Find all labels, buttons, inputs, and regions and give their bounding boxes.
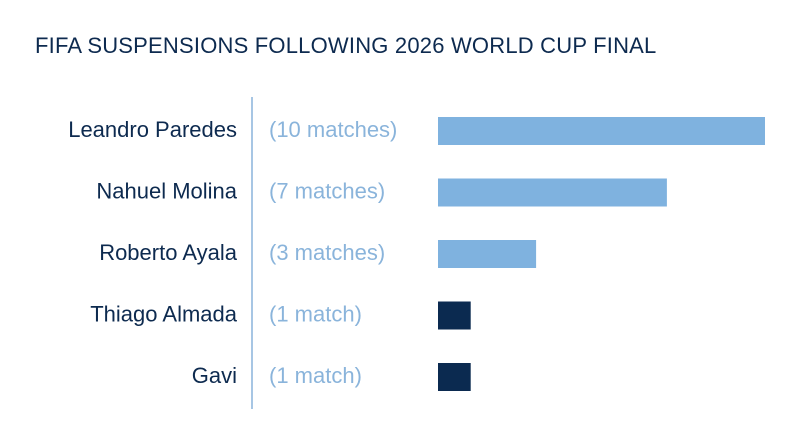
value-label: (7 matches): [269, 178, 385, 203]
category-label: Leandro Paredes: [68, 117, 237, 142]
value-label: (1 match): [269, 301, 362, 326]
bar: [438, 363, 471, 391]
category-label: Roberto Ayala: [99, 240, 238, 265]
bar: [438, 240, 537, 268]
category-label: Nahuel Molina: [96, 178, 237, 203]
value-label: (1 match): [269, 363, 362, 388]
category-label: Gavi: [192, 363, 237, 388]
bar: [438, 178, 667, 207]
bar: [438, 301, 471, 330]
category-label: Thiago Almada: [90, 301, 238, 326]
value-label: (3 matches): [269, 240, 385, 265]
value-label: (10 matches): [269, 117, 397, 142]
bar: [438, 117, 765, 145]
chart-title: FIFA SUSPENSIONS FOLLOWING 2026 WORLD CU…: [35, 33, 656, 58]
